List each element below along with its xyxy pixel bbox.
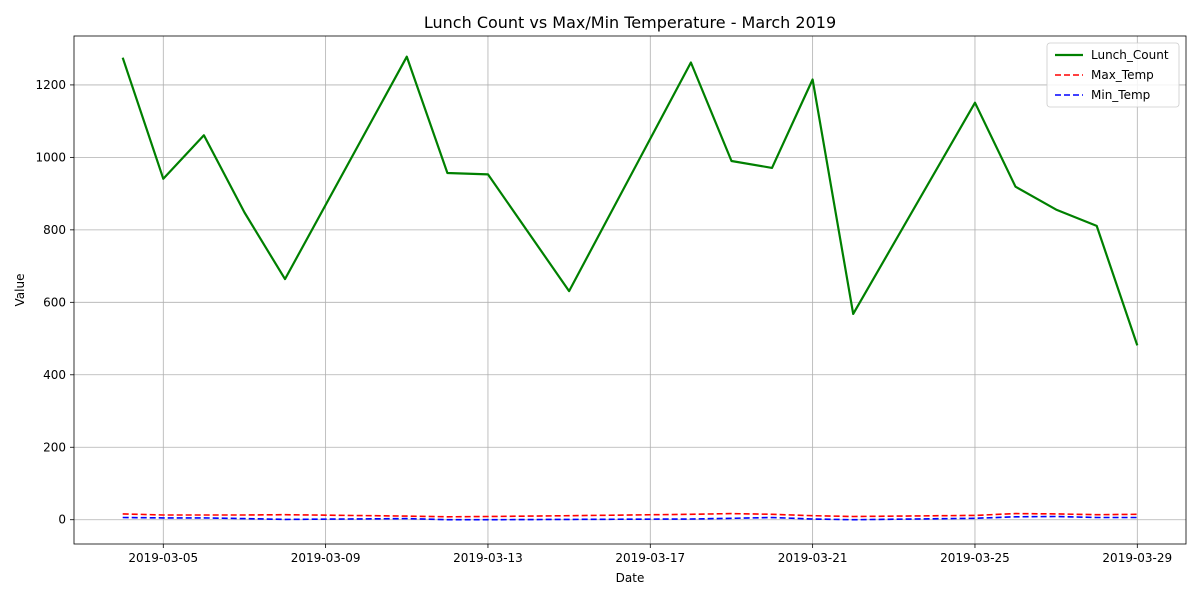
y-tick-label: 0 bbox=[58, 513, 66, 527]
chart-title: Lunch Count vs Max/Min Temperature - Mar… bbox=[424, 13, 836, 32]
legend-label: Min_Temp bbox=[1091, 88, 1150, 102]
legend-label: Max_Temp bbox=[1091, 68, 1154, 82]
x-tick-label: 2019-03-29 bbox=[1102, 551, 1172, 565]
series-line-lunch-count bbox=[121, 55, 1139, 346]
x-tick-label: 2019-03-13 bbox=[453, 551, 523, 565]
y-axis-label: Value bbox=[13, 274, 27, 307]
legend-box bbox=[1046, 42, 1180, 108]
legend: Lunch_Count Max_Temp Min_Temp bbox=[1046, 42, 1180, 108]
y-tick-label: 400 bbox=[43, 368, 66, 382]
x-tick-label: 2019-03-09 bbox=[291, 551, 361, 565]
tick-labels: 2019-03-05 2019-03-09 2019-03-13 2019-03-17… bbox=[35, 78, 1172, 565]
x-tick-label: 2019-03-05 bbox=[128, 551, 198, 565]
plot-frame bbox=[73, 35, 1187, 545]
y-tick-label: 600 bbox=[43, 295, 66, 309]
series-line-min-temp bbox=[122, 515, 1138, 521]
series-lines bbox=[121, 55, 1139, 521]
x-axis-label: Date bbox=[616, 571, 645, 585]
x-tick-label: 2019-03-25 bbox=[940, 551, 1010, 565]
y-tick-label: 1000 bbox=[35, 150, 66, 164]
grid bbox=[74, 36, 1186, 544]
y-tick-label: 200 bbox=[43, 440, 66, 454]
y-tick-label: 1200 bbox=[35, 78, 66, 92]
legend-label: Lunch_Count bbox=[1091, 48, 1169, 62]
x-tick-label: 2019-03-21 bbox=[778, 551, 848, 565]
series-line-max-temp bbox=[122, 512, 1138, 518]
x-tick-label: 2019-03-17 bbox=[615, 551, 685, 565]
y-tick-label: 800 bbox=[43, 223, 66, 237]
